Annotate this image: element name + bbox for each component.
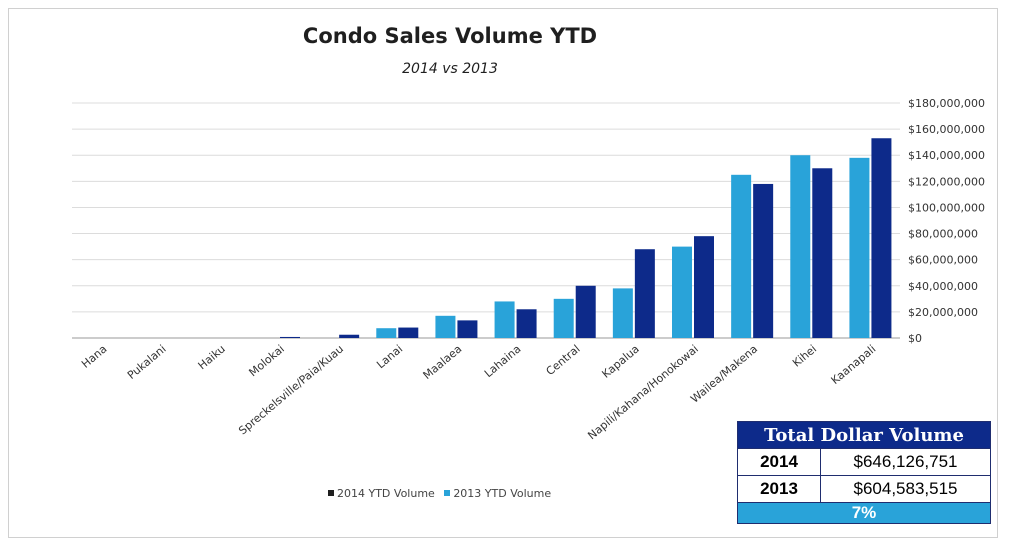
bar-2013 (672, 246, 692, 338)
table-row: 2013 $604,583,515 (737, 475, 991, 503)
y-tick-label: $120,000,000 (908, 175, 985, 188)
bar-2014 (871, 138, 892, 338)
chart-legend: 2014 YTD Volume 2013 YTD Volume (322, 487, 551, 500)
bar-2014 (280, 336, 300, 338)
plot-area (72, 103, 900, 338)
bar-2013 (435, 315, 456, 338)
x-tick-label: Kapalua (600, 342, 642, 380)
table-row: 2014 $646,126,751 (737, 448, 991, 476)
chart-title: Condo Sales Volume YTD (302, 24, 598, 48)
y-tick-label: $180,000,000 (908, 97, 985, 110)
x-tick-label: Central (544, 342, 583, 378)
x-tick-label: Maalaea (421, 342, 465, 382)
legend-label-2014: 2014 YTD Volume (337, 487, 435, 500)
bar-2013 (731, 174, 752, 338)
x-tick-label: Haiku (196, 342, 228, 372)
bar-2014 (575, 285, 596, 338)
bar-2013 (612, 288, 633, 338)
bar-2014 (516, 309, 537, 338)
total-dollar-volume-table: Total Dollar Volume 2014 $646,126,751 20… (737, 421, 991, 524)
y-tick-label: $80,000,000 (908, 228, 978, 241)
x-tick-label: Kihei (790, 342, 819, 369)
bar-2013 (376, 328, 397, 338)
y-tick-label: $160,000,000 (908, 123, 985, 136)
x-tick-label: Lanai (374, 342, 405, 371)
y-tick-label: $100,000,000 (908, 201, 985, 214)
chart-subtitle: 2014 vs 2013 (402, 61, 498, 77)
bar-2014 (634, 249, 655, 338)
x-tick-label: Molokai (246, 342, 287, 379)
amount-cell: $646,126,751 (820, 448, 991, 476)
bar-2013 (494, 301, 515, 338)
y-tick-label: $0 (908, 332, 922, 345)
x-tick-label: Spreckelsville/Paia/Kuau (236, 342, 346, 437)
bar-2014 (812, 168, 833, 338)
bar-2014 (753, 183, 774, 338)
year-cell: 2013 (737, 475, 821, 503)
year-cell: 2014 (737, 448, 821, 476)
x-tick-label: Kaanapali (829, 342, 879, 387)
legend-swatch-2014 (328, 490, 334, 496)
legend-swatch-2013 (444, 490, 451, 496)
bar-2014 (398, 327, 419, 338)
x-tick-label: Lahaina (482, 342, 524, 380)
y-tick-label: $20,000,000 (908, 306, 978, 319)
y-tick-label: $140,000,000 (908, 149, 985, 162)
bar-2014 (339, 334, 360, 338)
bar-2014 (457, 320, 478, 338)
total-table-header: Total Dollar Volume (737, 421, 991, 449)
bar-2013 (553, 298, 574, 338)
x-tick-label: Pukalani (125, 342, 169, 382)
percent-change-cell: 7% (737, 502, 991, 524)
bar-2013 (790, 155, 811, 338)
legend-label-2013: 2013 YTD Volume (453, 487, 552, 500)
bar-2013 (849, 157, 870, 338)
bar-2014 (694, 236, 714, 338)
x-tick-label: Napili/Kahana/Honokowai (585, 342, 701, 442)
x-tick-label: Hana (79, 342, 109, 370)
y-tick-label: $40,000,000 (908, 280, 978, 293)
y-tick-label: $60,000,000 (908, 254, 978, 267)
amount-cell: $604,583,515 (820, 475, 991, 503)
